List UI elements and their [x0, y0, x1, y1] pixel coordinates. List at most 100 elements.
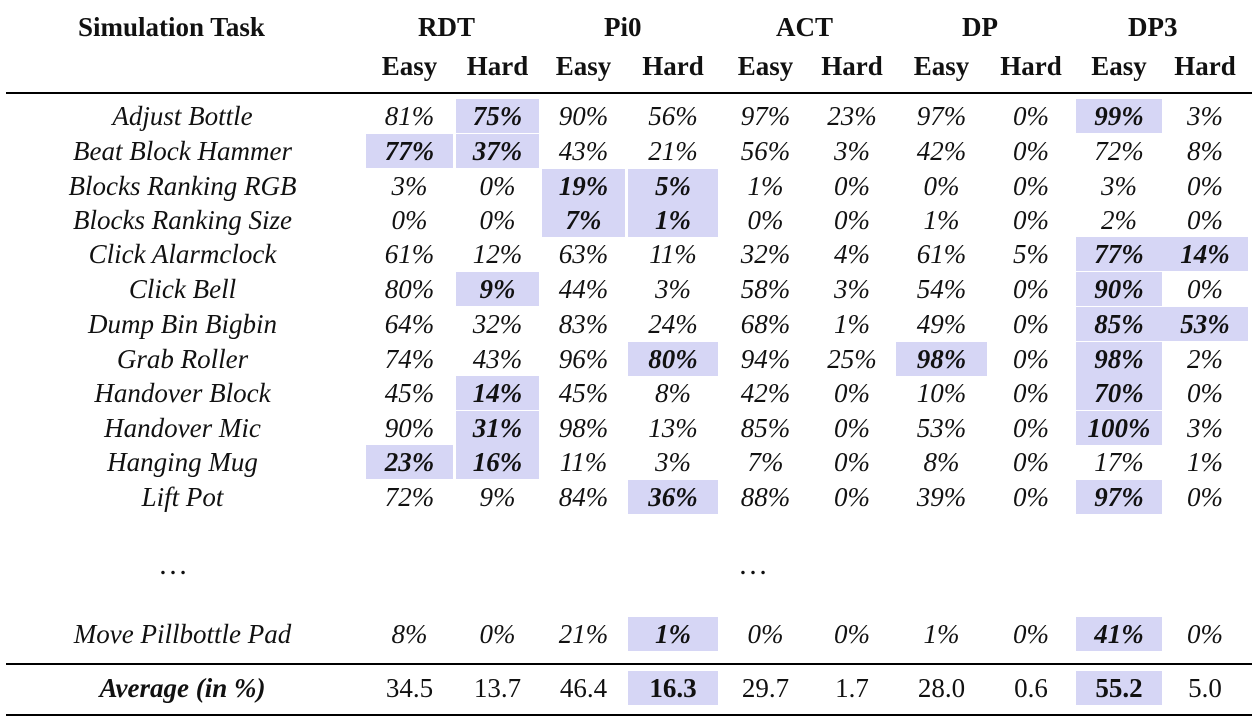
table-cell: 1%: [628, 203, 718, 237]
table-cell: 90%: [384, 413, 435, 443]
table-cell: 0%: [1187, 274, 1223, 304]
table-cell: 25%: [827, 344, 877, 374]
header-hard: Hard: [1000, 51, 1062, 81]
table-cell: 19%: [542, 169, 625, 203]
average-cell: 16.3: [628, 671, 718, 705]
table-cell: 0%: [1013, 482, 1049, 512]
table-cell: 96%: [558, 344, 609, 374]
table-cell: 0%: [1187, 619, 1223, 649]
table-cell: 0%: [834, 482, 870, 512]
table-cell: 98%: [1076, 342, 1162, 376]
table-cell: 0%: [1013, 619, 1049, 649]
table-cell: 99%: [1076, 99, 1162, 133]
table-cell: 43%: [558, 136, 609, 166]
table-cell: 14%: [456, 376, 539, 410]
table-cell: 0%: [834, 619, 870, 649]
task-name: Blocks Ranking Size: [73, 205, 292, 235]
task-name: Handover Mic: [104, 413, 261, 443]
table-cell: 0%: [834, 378, 870, 408]
table-cell: 3%: [834, 274, 870, 304]
table-cell: 21%: [558, 619, 609, 649]
table-cell: 80%: [384, 274, 435, 304]
table-cell: 68%: [740, 309, 791, 339]
table-cell: 3%: [1101, 171, 1137, 201]
table-cell: 23%: [366, 445, 453, 479]
ellipsis-left: …: [158, 548, 192, 581]
table-cell: 32%: [740, 239, 791, 269]
table-cell: 32%: [472, 309, 523, 339]
table-cell: 42%: [916, 136, 967, 166]
table-cell: 0%: [1187, 482, 1223, 512]
table-cell: 0%: [1013, 101, 1049, 131]
table-cell: 12%: [472, 239, 523, 269]
header-hard: Hard: [466, 51, 529, 81]
table-cell: 7%: [542, 203, 625, 237]
table-cell: 24%: [648, 309, 698, 339]
table-cell: 74%: [384, 344, 435, 374]
table-cell: 0%: [1013, 171, 1049, 201]
table-cell: 17%: [1094, 447, 1144, 477]
table-cell: 45%: [558, 378, 609, 408]
table-cell: 0%: [834, 171, 870, 201]
table-cell: 81%: [384, 101, 435, 131]
header-task: Simulation Task: [78, 12, 265, 42]
table-cell: 72%: [1094, 136, 1144, 166]
table-cell: 9%: [456, 272, 539, 306]
table-cell: 1%: [834, 309, 870, 339]
table-cell: 13%: [648, 413, 698, 443]
table-cell: 31%: [456, 411, 539, 445]
table-cell: 1%: [923, 619, 960, 649]
task-name: Click Alarmclock: [88, 239, 277, 269]
table-cell: 0%: [479, 171, 516, 201]
task-name: Move Pillbottle Pad: [73, 619, 292, 649]
task-name: Dump Bin Bigbin: [88, 309, 277, 339]
table-cell: 11%: [649, 239, 697, 269]
table-cell: 1%: [1187, 447, 1223, 477]
average-cell: 5.0: [1188, 673, 1222, 703]
table-cell: 85%: [740, 413, 791, 443]
table-cell: 0%: [1013, 309, 1049, 339]
average-cell: 28.0: [917, 673, 966, 703]
table-cell: 7%: [747, 447, 784, 477]
table-cell: 23%: [827, 101, 877, 131]
table-cell: 97%: [1076, 480, 1162, 514]
average-rule: [6, 663, 1252, 665]
table-cell: 45%: [384, 378, 435, 408]
header-easy: Easy: [1091, 51, 1147, 81]
table-cell: 8%: [391, 619, 428, 649]
task-name: Handover Block: [94, 378, 271, 408]
task-name: Beat Block Hammer: [73, 136, 292, 166]
table-cell: 3%: [655, 274, 691, 304]
table-cell: 41%: [1076, 617, 1162, 651]
table-cell: 0%: [1187, 171, 1223, 201]
table-cell: 94%: [740, 344, 791, 374]
table-cell: 16%: [456, 445, 539, 479]
table-cell: 14%: [1162, 237, 1248, 271]
table-cell: 98%: [896, 342, 987, 376]
table-cell: 98%: [558, 413, 609, 443]
header-easy: Easy: [737, 51, 794, 81]
table-cell: 3%: [1187, 413, 1223, 443]
table-cell: 80%: [628, 342, 718, 376]
table-cell: 3%: [834, 136, 870, 166]
table-cell: 3%: [655, 447, 691, 477]
average-cell: 34.5: [385, 673, 434, 703]
table-cell: 97%: [916, 101, 967, 131]
average-cell: 29.7: [741, 673, 790, 703]
table-cell: 84%: [558, 482, 609, 512]
table-cell: 0%: [1013, 205, 1049, 235]
table-cell: 53%: [916, 413, 967, 443]
table-cell: 2%: [1187, 344, 1223, 374]
average-cell: 1.7: [835, 673, 869, 703]
header-easy: Easy: [555, 51, 612, 81]
table-cell: 1%: [628, 617, 718, 651]
table-cell: 44%: [558, 274, 609, 304]
table-cell: 54%: [916, 274, 967, 304]
table-cell: 85%: [1076, 307, 1162, 341]
table-cell: 3%: [391, 171, 428, 201]
table-cell: 56%: [648, 101, 698, 131]
table-cell: 39%: [916, 482, 967, 512]
header-method-dp: DP: [962, 12, 998, 42]
task-name: Lift Pot: [141, 482, 224, 512]
table-cell: 61%: [384, 239, 435, 269]
